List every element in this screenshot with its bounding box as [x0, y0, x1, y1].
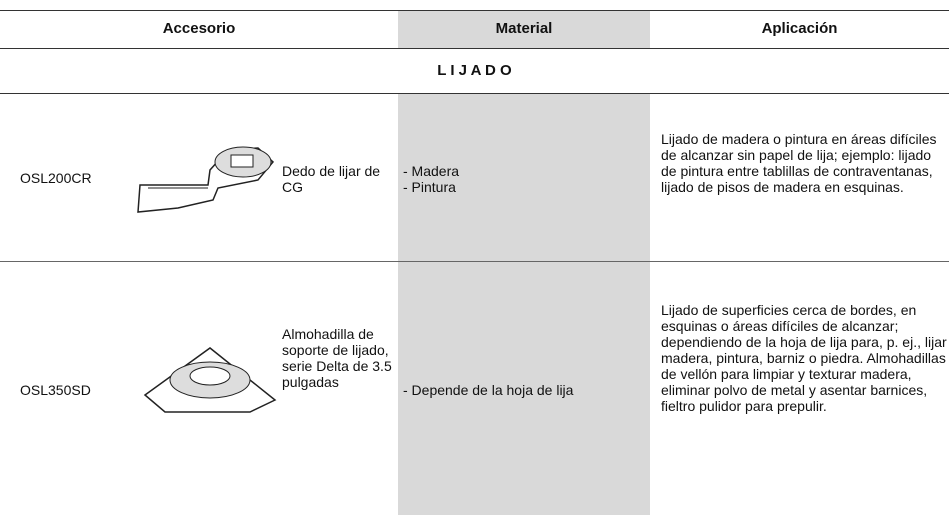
product-code: OSL200CR	[20, 170, 92, 186]
product-image	[143, 347, 277, 413]
material-item: - Madera	[403, 163, 460, 179]
material-item: - Depende de la hoja de lija	[403, 382, 574, 398]
rule	[0, 10, 949, 11]
material-item: - Pintura	[403, 179, 456, 195]
material-list: - Madera - Pintura	[403, 163, 643, 195]
product-name: Almohadilla de soporte de lijado, serie …	[282, 326, 392, 390]
header-accessory: Accesorio	[162, 20, 236, 37]
material-column-bg	[398, 94, 650, 515]
application-text: Lijado de madera o pintura en áreas difí…	[661, 131, 937, 195]
material-column-bg	[398, 10, 650, 48]
product-image	[137, 146, 275, 213]
material-list: - Depende de la hoja de lija	[403, 382, 643, 398]
application-text: Lijado de superficies cerca de bordes, e…	[661, 302, 947, 414]
section-title: L I J A D O	[437, 62, 512, 79]
product-name: Dedo de lijar de CG	[282, 163, 381, 195]
rule	[0, 261, 949, 262]
product-code: OSL350SD	[20, 382, 91, 398]
rule	[0, 48, 949, 49]
header-material: Material	[495, 20, 553, 37]
rule	[0, 93, 949, 94]
header-application: Aplicación	[761, 20, 838, 37]
